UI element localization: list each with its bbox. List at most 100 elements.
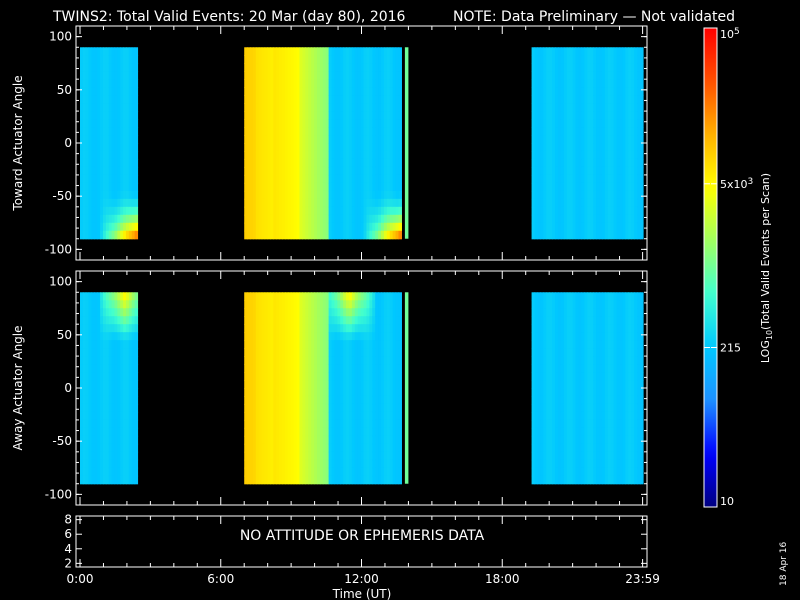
heatmap-cell	[114, 356, 118, 365]
heatmap-cell	[273, 292, 277, 301]
heatmap-cell	[555, 182, 559, 192]
heatmap-cell	[351, 63, 356, 72]
heatmap-cell	[290, 403, 295, 413]
heatmap-cell	[308, 127, 312, 136]
heatmap-cell	[328, 411, 333, 421]
heatmap-cell	[276, 143, 280, 152]
heatmap-cell	[305, 324, 309, 333]
heatmap-cell	[360, 63, 365, 72]
heatmap-cell	[105, 230, 110, 240]
heatmap-cell	[337, 324, 341, 333]
heatmap-cell	[348, 206, 353, 216]
heatmap-cell	[273, 127, 277, 136]
heatmap-cell	[555, 332, 559, 341]
heatmap-cell	[340, 87, 344, 96]
heatmap-cell	[363, 111, 368, 120]
heatmap-cell	[128, 198, 133, 208]
heatmap-cell	[552, 63, 556, 72]
heatmap-cell	[131, 55, 136, 64]
heatmap-cell	[244, 214, 248, 224]
heatmap-cell	[357, 324, 362, 333]
heatmap-cell	[128, 443, 133, 453]
heatmap-cell	[625, 206, 629, 216]
heatmap-cell	[250, 79, 254, 88]
heatmap-cell	[346, 443, 350, 453]
heatmap-cell	[258, 300, 263, 309]
heatmap-cell	[375, 340, 379, 349]
heatmap-cell	[340, 95, 344, 104]
heatmap-cell	[258, 182, 263, 192]
heatmap-cell	[334, 214, 338, 224]
heatmap-cell	[348, 135, 353, 144]
heatmap-cell	[346, 230, 350, 240]
heatmap-cell	[555, 403, 559, 413]
heatmap-cell	[337, 348, 341, 357]
heatmap-cell	[631, 79, 635, 88]
heatmap-cell	[575, 300, 580, 309]
heatmap-cell	[302, 403, 306, 413]
heatmap-cell	[537, 292, 541, 301]
heatmap-cell	[252, 459, 257, 469]
heatmap-cell	[105, 79, 110, 88]
heatmap-cell	[631, 222, 635, 232]
heatmap-cell	[293, 467, 298, 477]
heatmap-cell	[325, 198, 330, 208]
heatmap-cell	[581, 316, 585, 325]
heatmap-cell	[334, 332, 338, 341]
heatmap-cell	[540, 395, 544, 405]
heatmap-cell	[279, 300, 283, 309]
heatmap-cell	[378, 63, 382, 72]
heatmap-cell	[80, 182, 84, 192]
heatmap-cell	[328, 388, 333, 397]
heatmap-cell	[375, 435, 379, 445]
heatmap-cell	[569, 316, 574, 325]
heatmap-cell	[134, 79, 139, 88]
heatmap-cell	[604, 206, 609, 216]
heatmap-cell	[128, 292, 133, 301]
heatmap-cell	[395, 143, 400, 152]
heatmap-cell	[287, 198, 292, 208]
heatmap-cell	[284, 79, 289, 88]
heatmap-cell	[348, 372, 353, 381]
heatmap-cell	[111, 47, 116, 56]
heatmap-cell	[94, 395, 98, 405]
heatmap-cell	[575, 119, 580, 128]
heatmap-cell	[346, 316, 350, 325]
heatmap-cell	[601, 127, 606, 136]
heatmap-cell	[637, 103, 641, 112]
heatmap-cell	[395, 111, 400, 120]
heatmap-cell	[557, 372, 562, 381]
heatmap-cell	[531, 372, 536, 381]
heatmap-cell	[601, 150, 606, 160]
heatmap-cell	[572, 55, 577, 64]
heatmap-cell	[351, 135, 356, 144]
heatmap-cell	[392, 356, 397, 365]
heatmap-cell	[640, 182, 644, 192]
heatmap-cell	[537, 443, 541, 453]
heatmap-cell	[572, 174, 577, 184]
heatmap-cell	[250, 103, 254, 112]
heatmap-cell	[389, 135, 394, 144]
heatmap-cell	[543, 388, 547, 397]
heatmap-cell	[279, 372, 283, 381]
heatmap-cell	[322, 119, 327, 128]
heatmap-cell	[381, 135, 385, 144]
heatmap-cell	[322, 166, 327, 176]
heatmap-cell	[302, 63, 306, 72]
heatmap-cell	[128, 143, 133, 152]
heatmap-cell	[270, 174, 274, 184]
heatmap-cell	[531, 63, 536, 72]
heatmap-cell	[383, 206, 388, 216]
heatmap-cell	[325, 55, 330, 64]
heatmap-cell	[572, 475, 577, 485]
heatmap-cell	[572, 308, 577, 317]
heatmap-cell	[88, 214, 93, 224]
heatmap-cell	[131, 222, 136, 232]
heatmap-cell	[91, 395, 95, 405]
heatmap-cell	[308, 427, 312, 437]
heatmap-cell	[123, 419, 127, 429]
heatmap-cell	[102, 324, 107, 333]
heatmap-cell	[100, 380, 104, 389]
heatmap-cell	[340, 158, 344, 168]
heatmap-cell	[108, 135, 113, 144]
